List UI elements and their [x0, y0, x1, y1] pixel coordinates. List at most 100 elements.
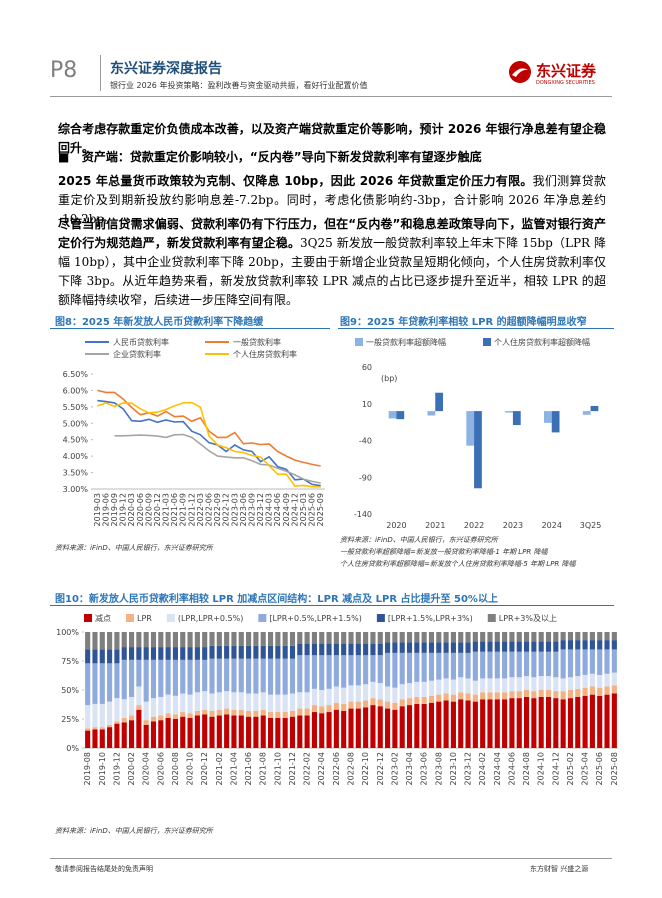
bar-segment	[253, 710, 259, 717]
logo-english: DONGXING SECURITIES	[536, 80, 595, 86]
bar-segment	[99, 632, 105, 650]
bar-segment	[194, 659, 200, 693]
bar-segment	[99, 729, 105, 748]
bar-segment	[567, 698, 574, 748]
bar-segment	[582, 687, 588, 696]
x-tick-label: 2020-04	[142, 752, 151, 785]
bar-segment	[172, 719, 178, 748]
bar-segment	[567, 649, 574, 678]
bar-segment	[297, 632, 303, 644]
bar-segment	[297, 715, 303, 748]
bar-segment	[385, 686, 391, 702]
bar-segment	[399, 652, 405, 685]
bar-segment	[209, 716, 215, 748]
bar-segment	[92, 727, 98, 730]
bar-segment	[136, 647, 142, 660]
bar-segment	[443, 652, 449, 679]
y-tick-label: 60	[362, 363, 372, 372]
bar-segment	[538, 696, 544, 748]
bar-segment	[92, 649, 98, 664]
bar-segment	[348, 701, 354, 709]
x-tick-label: 2022-06	[205, 493, 214, 526]
bar-segment	[545, 651, 552, 677]
bar-segment	[289, 716, 296, 748]
bar-segment	[421, 632, 427, 643]
bar-segment	[107, 663, 113, 702]
bar-segment	[414, 652, 420, 682]
bar-segment	[136, 632, 142, 648]
bar-segment	[414, 681, 420, 697]
line-series	[97, 399, 321, 487]
x-tick-label: 2025-04	[581, 752, 590, 785]
bar-segment	[399, 699, 405, 707]
bar-segment	[172, 659, 178, 696]
x-tick-label: 2020-08	[171, 752, 180, 785]
bar-segment	[399, 706, 405, 748]
bar-segment	[414, 696, 420, 704]
bar-segment	[575, 676, 581, 689]
x-tick-label: 2023-02	[390, 752, 399, 785]
x-tick-label: 2019-06	[101, 493, 110, 526]
bar-segment	[341, 710, 347, 748]
bar-segment	[582, 640, 588, 650]
bar-segment	[392, 652, 398, 688]
x-tick-label: 2022-03	[196, 493, 205, 526]
bar-segment	[611, 632, 617, 641]
bar-segment	[231, 632, 237, 646]
x-tick-label: 2020-02	[127, 752, 136, 785]
bar-segment	[114, 663, 120, 699]
x-tick-label: 2024-06	[273, 493, 282, 526]
bar-segment	[458, 652, 464, 678]
y-tick-label: 3.00%	[63, 485, 89, 494]
x-tick-label: 2019-09	[110, 493, 119, 526]
bar	[427, 411, 436, 416]
paragraph: 综合考虑存款重定价负债成本改善，以及资产端贷款重定价等影响，预计 2026 年银…	[58, 120, 606, 158]
x-tick-label: 2022-10	[361, 752, 370, 785]
bar-segment	[121, 717, 127, 723]
bar-segment	[436, 632, 442, 643]
bar-segment	[465, 642, 471, 653]
bar-segment	[297, 643, 303, 656]
bar-segment	[253, 632, 259, 646]
bar-segment	[458, 699, 464, 748]
bar-segment	[604, 640, 610, 650]
report-subtitle: 银行业 2026 年投资策略：盈利改善与资金驱动共振，看好行业配置价值	[110, 81, 368, 90]
y-tick-label: 5.50%	[63, 403, 89, 412]
bar-segment	[180, 712, 186, 717]
x-tick-label: 2024	[542, 521, 562, 530]
bar-segment	[443, 632, 449, 643]
bar-segment	[385, 652, 391, 687]
x-tick-label: 2022-09	[213, 493, 222, 526]
bar-segment	[275, 694, 281, 713]
x-tick-label: 2020-09	[144, 493, 153, 526]
bar-segment	[604, 649, 610, 674]
bar-segment	[180, 716, 186, 748]
legend-label: [LPR+0.5%,LPR+1.5%)	[269, 614, 362, 623]
y-tick-label: -90	[359, 473, 372, 482]
y-tick-label: 6.50%	[63, 370, 89, 379]
bar-segment	[531, 641, 537, 652]
bar-segment	[231, 645, 237, 659]
bar-segment	[450, 642, 456, 653]
bar-segment	[377, 643, 383, 656]
bar-segment	[465, 700, 471, 748]
bar-segment	[275, 658, 281, 695]
bar-segment	[458, 642, 464, 653]
bar-segment	[194, 715, 200, 748]
bar-segment	[406, 652, 413, 684]
bar-segment	[458, 632, 464, 643]
bar-segment	[143, 632, 149, 648]
bar	[512, 411, 521, 426]
legend-label: 企业贷款利率	[113, 349, 161, 359]
y-tick-label: -140	[354, 510, 372, 519]
x-tick-label: 2023-10	[449, 752, 458, 785]
bar-segment	[282, 632, 288, 646]
bar-segment	[297, 708, 303, 716]
bar-segment	[509, 691, 515, 699]
bar-segment	[458, 677, 464, 693]
bar-segment	[136, 659, 142, 687]
bar-segment	[172, 632, 178, 648]
bar-segment	[472, 651, 478, 681]
bar-segment	[399, 684, 405, 700]
source: 资料来源：iFinD、中国人民银行，东兴证券研究所	[340, 536, 498, 544]
